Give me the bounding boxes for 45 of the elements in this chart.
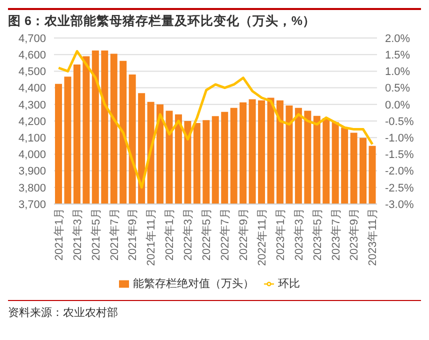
y2-tick-label: 0.5% bbox=[385, 82, 410, 95]
x-tick-label: 2021年11月 bbox=[146, 208, 158, 266]
y-tick-label: 3,800 bbox=[18, 182, 46, 194]
text: 资料来源：农业农村部 bbox=[8, 300, 421, 320]
legend-label: 能繁存栏绝对值（万头） bbox=[133, 278, 254, 290]
y-tick-label: 4,500 bbox=[18, 66, 46, 78]
y2-tick-label: 1.0% bbox=[385, 66, 410, 78]
y2-tick-label: -0.5% bbox=[385, 116, 414, 128]
x-tick-label: 2022年5月 bbox=[201, 208, 214, 261]
x-tick-label: 2023年1月 bbox=[274, 208, 287, 261]
y-tick-label: 4,400 bbox=[18, 82, 46, 95]
y-tick-label: 4,000 bbox=[18, 149, 46, 162]
y2-tick-label: 2.0% bbox=[385, 32, 410, 45]
x-tick-label: 2022年1月 bbox=[164, 208, 176, 261]
x-tick-label: 2021年1月 bbox=[53, 208, 66, 261]
y2-tick-label: 1.5% bbox=[385, 50, 410, 62]
x-tick-label: 2021年7月 bbox=[108, 208, 121, 261]
x-tick-label: 2023年9月 bbox=[348, 208, 361, 261]
y-tick-label: 4,200 bbox=[18, 116, 46, 128]
x-tick-label: 2022年11月 bbox=[256, 208, 268, 266]
y2-tick-label: -1.5% bbox=[385, 149, 414, 162]
x-tick-label: 2022年9月 bbox=[238, 208, 250, 261]
y-tick-label: 4,600 bbox=[18, 50, 46, 62]
x-tick-label: 2022年7月 bbox=[220, 208, 232, 261]
y-tick-label: 4,700 bbox=[18, 32, 46, 45]
y2-tick-label: -3.0% bbox=[385, 198, 414, 211]
x-tick-label: 2021年5月 bbox=[90, 208, 102, 261]
x-tick-label: 2021年9月 bbox=[127, 208, 140, 261]
line-series bbox=[57, 50, 374, 189]
x-tick-label: 2023年11月 bbox=[367, 208, 380, 266]
y-tick-label: 3,900 bbox=[18, 166, 46, 178]
x-tick-label: 2023年3月 bbox=[293, 208, 306, 261]
y2-tick-label: 0.0% bbox=[385, 99, 410, 112]
x-tick-label: 2023年7月 bbox=[330, 208, 342, 261]
y-tick-label: 3,700 bbox=[18, 198, 46, 211]
legend-label: 环比 bbox=[278, 278, 300, 290]
x-tick-label: 2022年3月 bbox=[182, 208, 195, 261]
x-tick-label: 2023年5月 bbox=[312, 208, 324, 261]
y2-tick-label: -2.5% bbox=[385, 182, 414, 194]
y-tick-label: 4,100 bbox=[18, 132, 46, 145]
y2-tick-label: -1.0% bbox=[385, 132, 414, 145]
y-tick-label: 4,300 bbox=[18, 99, 46, 112]
x-tick-label: 2021年3月 bbox=[72, 208, 84, 261]
chart-title: 图 6：农业部能繁母猪存栏量及环比变化（万头，%） bbox=[8, 8, 421, 30]
y2-tick-label: -2.0% bbox=[385, 166, 414, 178]
